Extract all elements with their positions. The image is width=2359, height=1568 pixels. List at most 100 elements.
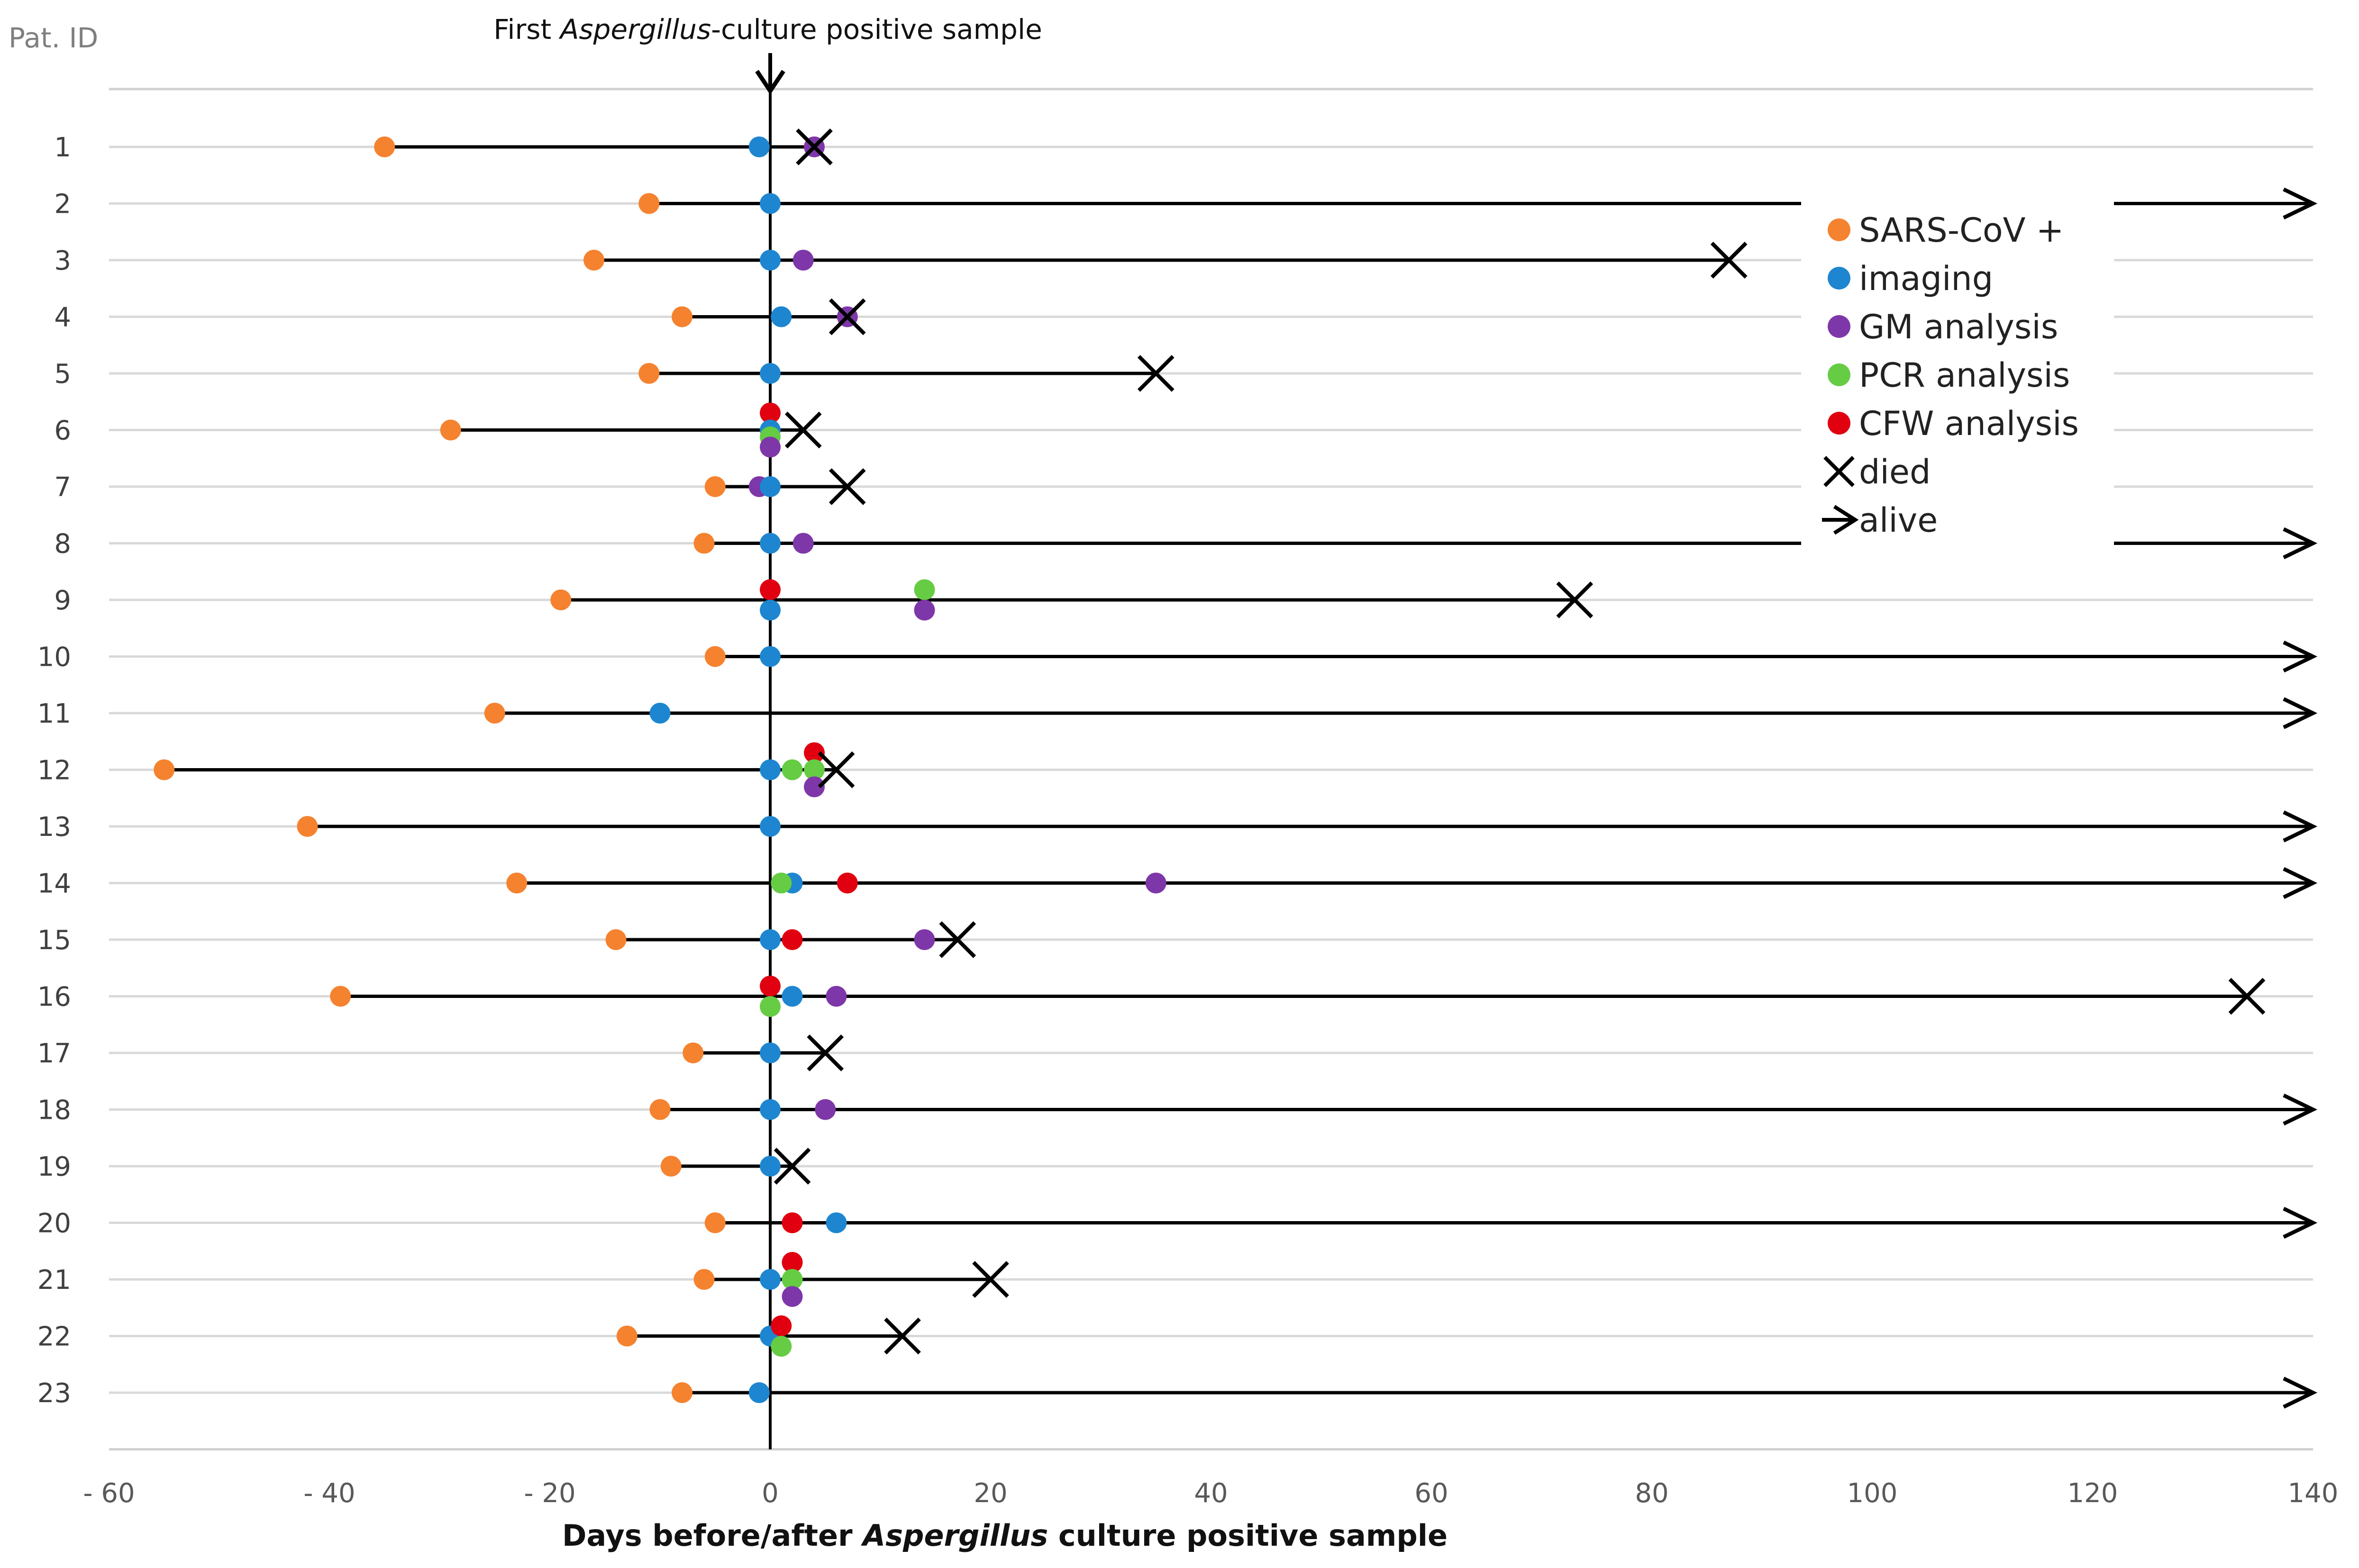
imaging-marker <box>760 1042 781 1063</box>
sars-marker <box>660 1156 682 1177</box>
sars-marker <box>506 872 528 894</box>
sars-marker <box>638 193 660 214</box>
legend-sars-label: SARS-CoV + <box>1859 211 2064 250</box>
died-cross <box>784 411 822 449</box>
patient-id-label: 22 <box>37 1322 71 1352</box>
imaging-marker <box>760 533 781 554</box>
patient-id-label: 12 <box>37 755 71 786</box>
gm-marker <box>1145 872 1166 894</box>
died-cross <box>2228 978 2266 1015</box>
sars-marker <box>704 1212 726 1233</box>
patient-id-label: 6 <box>54 416 71 446</box>
imaging-marker <box>760 250 781 271</box>
sars-marker <box>550 589 572 610</box>
x-tick-labels: - 60 - 40 - 20 0 20 40 60 80 100 120 140 <box>83 1478 2338 1509</box>
top-annotation-prefix: First <box>493 13 560 45</box>
x-axis-label-prefix: Days before/after <box>562 1518 863 1553</box>
gm-marker <box>760 436 781 458</box>
pcr-marker <box>782 1269 803 1290</box>
patient-id-label: 11 <box>37 698 71 729</box>
patient-id-label: 14 <box>37 869 71 899</box>
patient-id-label: 18 <box>37 1095 71 1126</box>
gm-marker <box>782 1286 803 1307</box>
died-cross <box>774 1148 811 1185</box>
pcr-marker <box>771 872 792 894</box>
pcr-marker <box>804 759 825 780</box>
patient-timelines <box>164 145 2308 1395</box>
cfw-marker <box>804 742 825 763</box>
cfw-marker <box>782 1252 803 1273</box>
pcr-marker <box>914 579 935 600</box>
cfw-marker <box>760 975 781 997</box>
patient-id-label: 5 <box>54 359 71 390</box>
sars-marker <box>374 136 395 157</box>
sars-marker <box>330 986 351 1007</box>
imaging-marker <box>760 193 781 214</box>
alive-arrow <box>2283 1377 2318 1409</box>
died-cross <box>884 1317 921 1355</box>
cfw-marker <box>760 579 781 600</box>
died-cross <box>972 1261 1009 1298</box>
legend-background <box>1801 192 2114 557</box>
sars-marker <box>693 1269 715 1290</box>
x-tick-label: - 20 <box>524 1478 575 1509</box>
legend-sars-marker <box>1828 218 1850 241</box>
patient-id-label: 23 <box>37 1378 71 1409</box>
patient-id-label: 1 <box>54 132 71 163</box>
top-annotation-suffix: -culture positive sample <box>711 13 1042 45</box>
sars-marker <box>672 306 692 327</box>
gm-marker <box>792 533 814 554</box>
cfw-marker <box>760 402 781 424</box>
imaging-marker <box>782 986 803 1007</box>
patient-id-label: 19 <box>37 1151 71 1182</box>
x-axis-label: Days before/after Aspergillus culture po… <box>562 1518 1448 1553</box>
alive-arrow <box>2283 640 2318 673</box>
gm-marker <box>914 599 935 621</box>
sars-marker <box>440 419 461 441</box>
pcr-marker <box>771 1336 792 1357</box>
sars-marker <box>672 1382 692 1403</box>
x-tick-label: 100 <box>1847 1478 1898 1509</box>
gm-marker <box>914 929 935 950</box>
x-axis-label-italic: Aspergillus <box>860 1518 1048 1553</box>
legend-alive-label: alive <box>1859 501 1938 540</box>
imaging-marker <box>760 816 781 837</box>
patient-id-label: 21 <box>37 1265 71 1296</box>
died-cross <box>829 468 866 505</box>
x-tick-label: - 40 <box>303 1478 355 1509</box>
top-annotation-italic: Aspergillus <box>558 13 711 45</box>
pcr-marker <box>760 996 781 1017</box>
legend-cfw-label: CFW analysis <box>1859 404 2079 443</box>
sars-marker <box>683 1042 704 1063</box>
cfw-marker <box>771 1315 792 1336</box>
sars-marker <box>154 759 175 780</box>
sars-marker <box>693 533 715 554</box>
top-annotation-arrow <box>755 53 785 95</box>
legend-gm-label: GM analysis <box>1859 308 2058 346</box>
x-tick-label: 0 <box>762 1478 779 1509</box>
legend-gm-marker <box>1828 315 1850 338</box>
event-markers <box>154 136 1166 1403</box>
legend-imaging-label: imaging <box>1859 259 1993 298</box>
imaging-marker <box>826 1212 847 1233</box>
alive-arrow <box>2283 527 2318 560</box>
cfw-marker <box>782 929 803 950</box>
top-arrow-head <box>755 70 785 95</box>
sars-marker <box>704 476 726 497</box>
imaging-marker <box>760 646 781 667</box>
died-cross <box>796 128 833 165</box>
alive-arrow <box>2283 867 2318 899</box>
y-axis-label: Pat. ID <box>9 22 98 54</box>
outcome-markers <box>774 128 2318 1409</box>
legend-pcr-label: PCR analysis <box>1859 356 2070 395</box>
imaging-marker <box>760 1269 781 1290</box>
alive-arrow <box>2283 187 2318 220</box>
imaging-marker <box>760 1099 781 1120</box>
sars-marker <box>649 1099 671 1120</box>
x-tick-label: 120 <box>2068 1478 2118 1509</box>
x-tick-label: 60 <box>1414 1478 1448 1509</box>
died-cross <box>807 1034 844 1071</box>
patient-id-label: 16 <box>37 982 71 1013</box>
x-tick-label: 80 <box>1635 1478 1668 1509</box>
x-tick-label: 40 <box>1194 1478 1228 1509</box>
